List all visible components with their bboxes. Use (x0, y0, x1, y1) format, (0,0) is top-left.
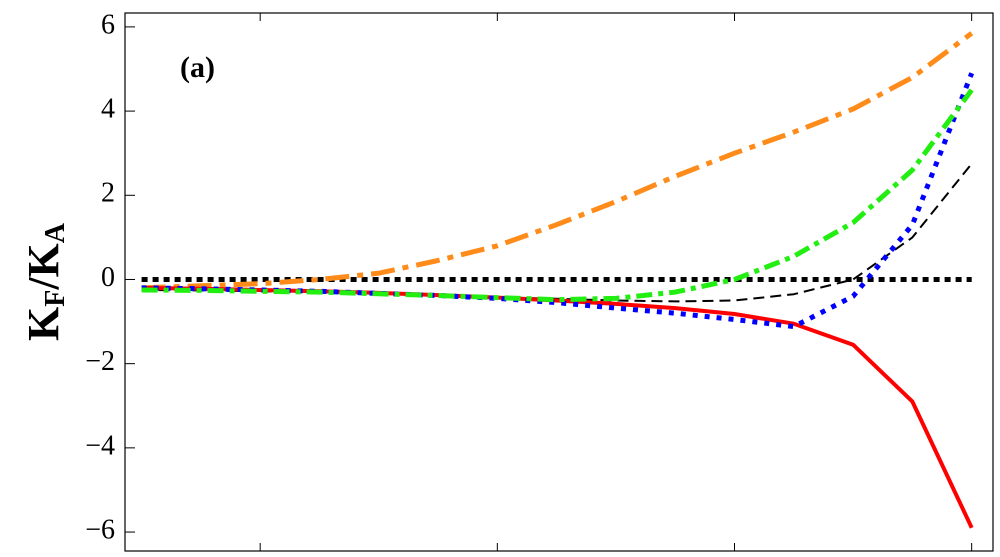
y-tick-label: 2 (101, 178, 115, 209)
y-tick-label: 0 (101, 262, 115, 293)
y-label-part: F (40, 290, 71, 307)
y-label-part: /K (19, 243, 68, 290)
y-label-part: K (19, 307, 68, 341)
y-tick-label: −4 (85, 430, 115, 461)
y-tick-label: −2 (85, 346, 115, 377)
y-tick-label: −6 (85, 514, 115, 545)
panel-label: (a) (180, 51, 215, 84)
plot-frame (124, 12, 994, 552)
series-line (141, 88, 974, 303)
y-tick-label: 4 (101, 94, 115, 125)
y-axis-label: KF/KA (19, 222, 71, 341)
y-label-part: A (40, 222, 71, 243)
series-line (141, 31, 974, 291)
series-line (141, 285, 974, 529)
series-line (141, 72, 975, 330)
y-tick-label: 6 (101, 9, 115, 40)
